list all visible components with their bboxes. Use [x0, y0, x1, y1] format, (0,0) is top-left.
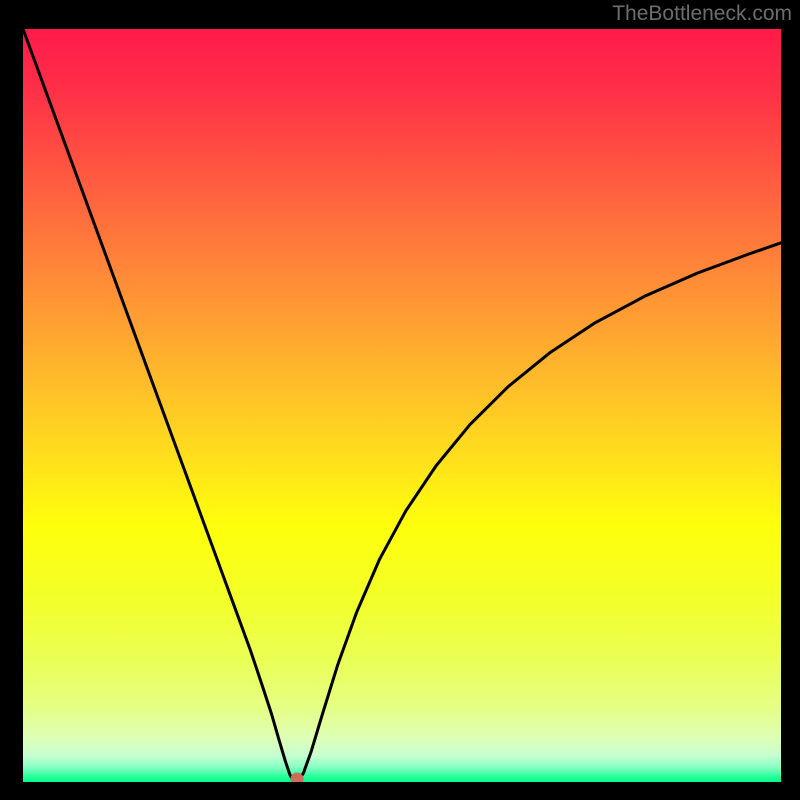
- bottleneck-curve: [23, 29, 781, 782]
- frame-border-left: [0, 0, 23, 800]
- optimum-marker: [291, 772, 304, 782]
- bottleneck-chart: [23, 29, 781, 782]
- frame-border-right: [781, 0, 800, 800]
- watermark-text: TheBottleneck.com: [612, 2, 792, 26]
- curve-path: [23, 29, 781, 782]
- frame-border-bottom: [0, 782, 800, 800]
